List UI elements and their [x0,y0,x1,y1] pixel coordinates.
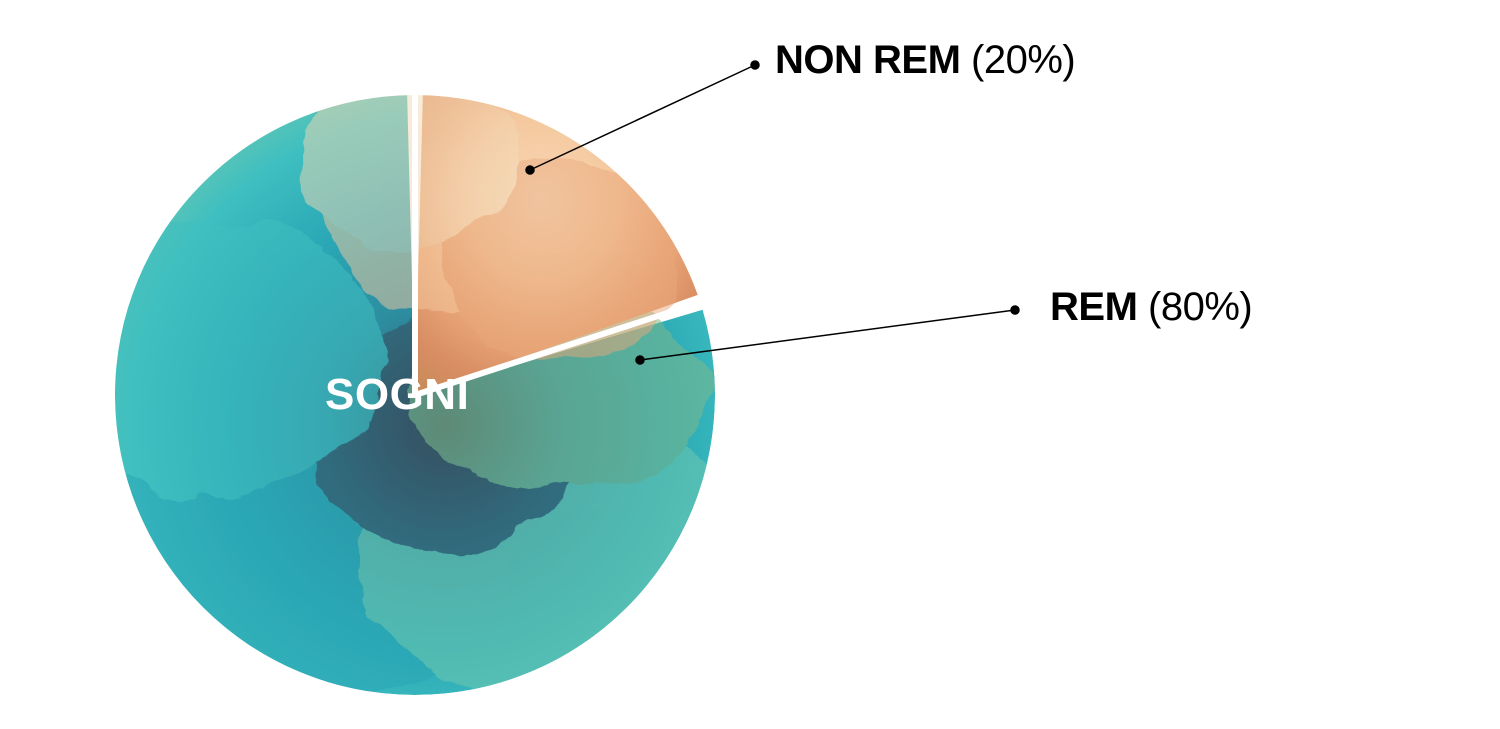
label-rem: REM (80%) [1050,285,1252,330]
label-non-rem-pct: (20%) [971,38,1075,82]
chart-stage: NON REM (20%) REM (80%) SOGNI [0,0,1500,729]
label-rem-bold: REM [1050,285,1137,329]
label-non-rem: NON REM (20%) [775,38,1075,83]
pie-chart-svg [0,0,1500,729]
label-rem-pct: (80%) [1148,285,1252,329]
label-non-rem-bold: NON REM [775,38,960,82]
center-label: SOGNI [325,370,469,420]
